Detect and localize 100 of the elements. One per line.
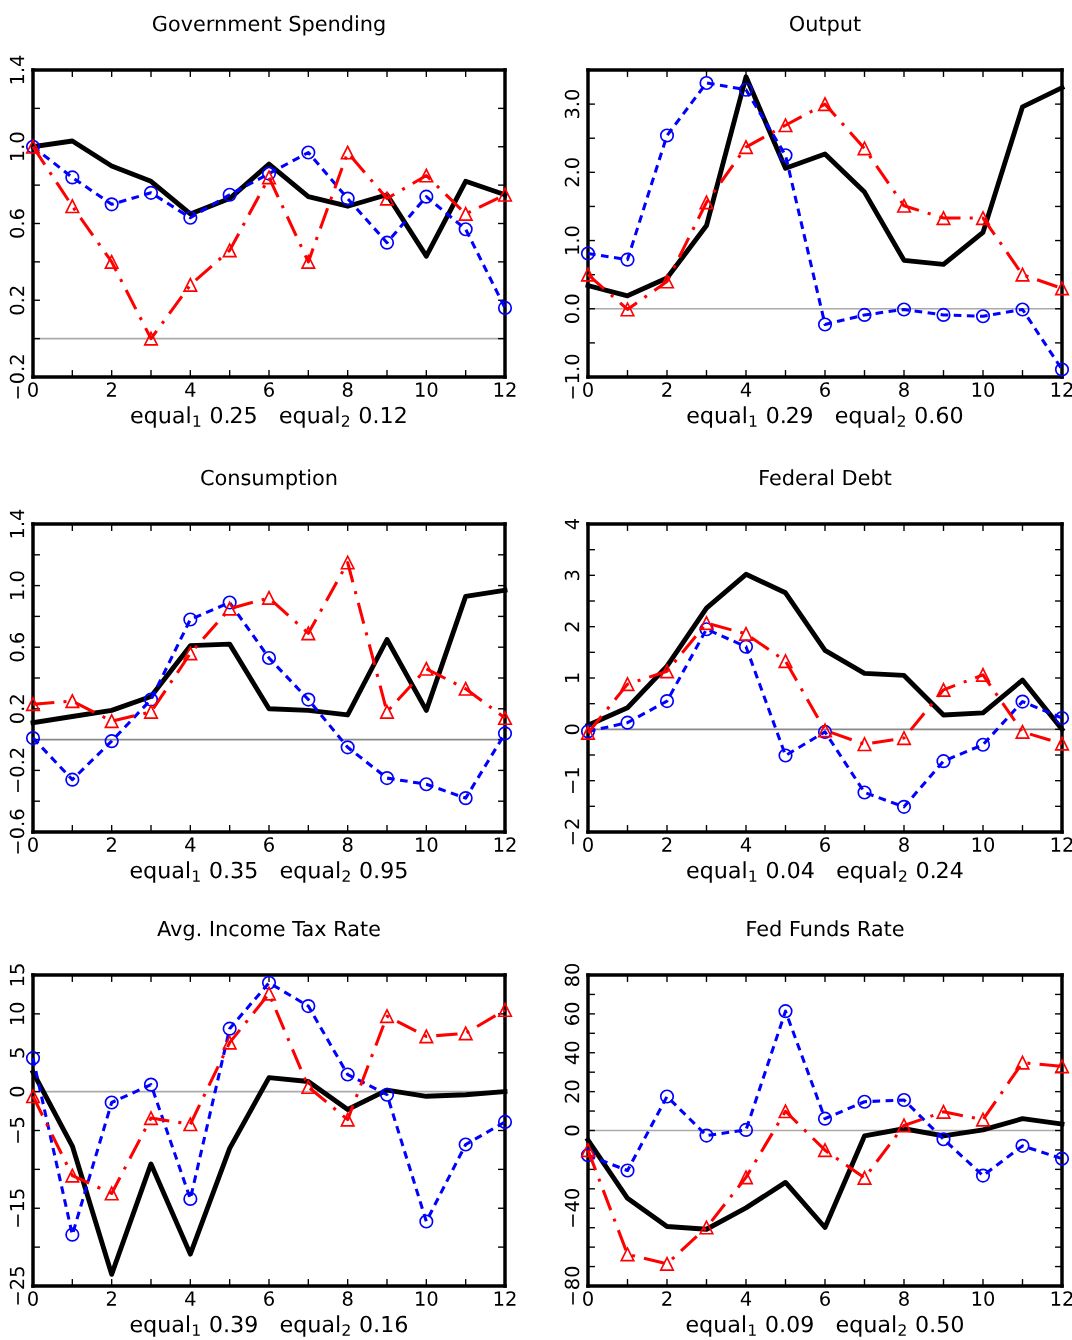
- point: [104, 734, 119, 749]
- point: [104, 1186, 119, 1201]
- point: [1015, 267, 1030, 282]
- point: [222, 601, 237, 616]
- point: [699, 1220, 714, 1235]
- y-tick-label: 3: [564, 570, 580, 581]
- point: [379, 1009, 395, 1024]
- point: [104, 1095, 119, 1110]
- point: [497, 710, 513, 726]
- point: [65, 694, 80, 709]
- point: [936, 1104, 951, 1119]
- point: [497, 726, 513, 741]
- point: [778, 748, 793, 763]
- point: [738, 626, 754, 641]
- x-tick-label: 12: [1051, 837, 1072, 852]
- y-tick-label: −25: [9, 1267, 25, 1305]
- y-tick-label: 0: [564, 1125, 580, 1136]
- point: [659, 274, 675, 289]
- point: [1054, 1059, 1070, 1074]
- point: [183, 612, 198, 627]
- x-tick-label: 0: [28, 382, 38, 397]
- point: [738, 639, 754, 654]
- point: [301, 145, 316, 160]
- point: [25, 1089, 41, 1104]
- point: [497, 1002, 513, 1018]
- x-axis-title: equal$_{1}$ 0.09 equal$_{2}$ 0.50: [686, 1315, 963, 1337]
- point: [379, 1087, 395, 1102]
- point: [104, 197, 119, 212]
- point: [183, 277, 198, 292]
- point: [222, 187, 237, 202]
- point: [301, 692, 316, 707]
- x-tick-label: 12: [1051, 1291, 1072, 1306]
- point: [738, 1122, 754, 1138]
- point: [659, 694, 675, 709]
- point: [580, 1148, 596, 1163]
- point: [25, 1051, 41, 1066]
- point: [458, 222, 473, 237]
- point: [699, 622, 714, 637]
- point: [458, 681, 473, 696]
- point: [857, 1170, 872, 1186]
- point: [65, 199, 80, 214]
- point: [183, 210, 198, 225]
- point: [620, 252, 635, 267]
- point: [857, 1094, 872, 1109]
- x-tick-label: 10: [972, 1291, 995, 1306]
- point: [261, 590, 277, 606]
- point: [379, 771, 395, 786]
- y-tick-label: 0: [564, 724, 580, 735]
- chart-title: Output: [789, 15, 861, 36]
- x-tick-label: 6: [820, 382, 830, 397]
- x-tick-label: 2: [106, 837, 116, 852]
- point: [857, 141, 872, 156]
- point: [104, 254, 119, 269]
- point: [659, 1089, 675, 1104]
- point: [222, 1021, 237, 1036]
- point: [419, 661, 434, 676]
- x-tick-label: 0: [583, 1291, 593, 1306]
- x-axis-title: equal$_{1}$ 0.39 equal$_{2}$ 0.16: [130, 1315, 408, 1337]
- point: [738, 82, 754, 97]
- point: [1054, 362, 1070, 377]
- y-tick-label: −2: [564, 819, 580, 845]
- y-tick-label: 1.0: [564, 226, 580, 254]
- point: [857, 307, 872, 323]
- x-tick-label: 10: [416, 837, 438, 852]
- point: [25, 697, 41, 712]
- y-tick-label: 0.6: [9, 209, 25, 238]
- point: [183, 646, 198, 661]
- point: [379, 235, 395, 250]
- x-tick-label: 4: [185, 837, 196, 852]
- point: [1015, 302, 1030, 317]
- point: [699, 75, 714, 91]
- point: [1015, 724, 1030, 739]
- point: [936, 754, 951, 769]
- point: [936, 682, 951, 697]
- point: [379, 704, 395, 719]
- point: [857, 785, 872, 800]
- point: [1054, 1151, 1070, 1166]
- point: [896, 198, 912, 213]
- y-tick-label: 2.0: [564, 158, 580, 187]
- x-tick-label: 0: [28, 837, 38, 852]
- point: [778, 118, 793, 133]
- x-tick-label: 8: [342, 382, 353, 397]
- y-tick-label: −1: [564, 768, 580, 793]
- point: [261, 170, 277, 185]
- point: [817, 317, 833, 332]
- x-tick-label: 12: [494, 382, 516, 397]
- y-tick-label: −40: [564, 1189, 580, 1227]
- point: [25, 730, 41, 746]
- point: [65, 1227, 80, 1242]
- y-tick-label: 1.0: [9, 132, 25, 161]
- point: [65, 772, 80, 787]
- point: [817, 1111, 833, 1126]
- point: [301, 626, 316, 641]
- y-tick-label: 3.0: [564, 89, 580, 119]
- y-tick-label: 0.2: [9, 286, 25, 315]
- x-tick-label: 12: [494, 837, 516, 852]
- point: [975, 309, 991, 324]
- point: [143, 331, 159, 346]
- point: [975, 210, 991, 226]
- point: [620, 1247, 635, 1262]
